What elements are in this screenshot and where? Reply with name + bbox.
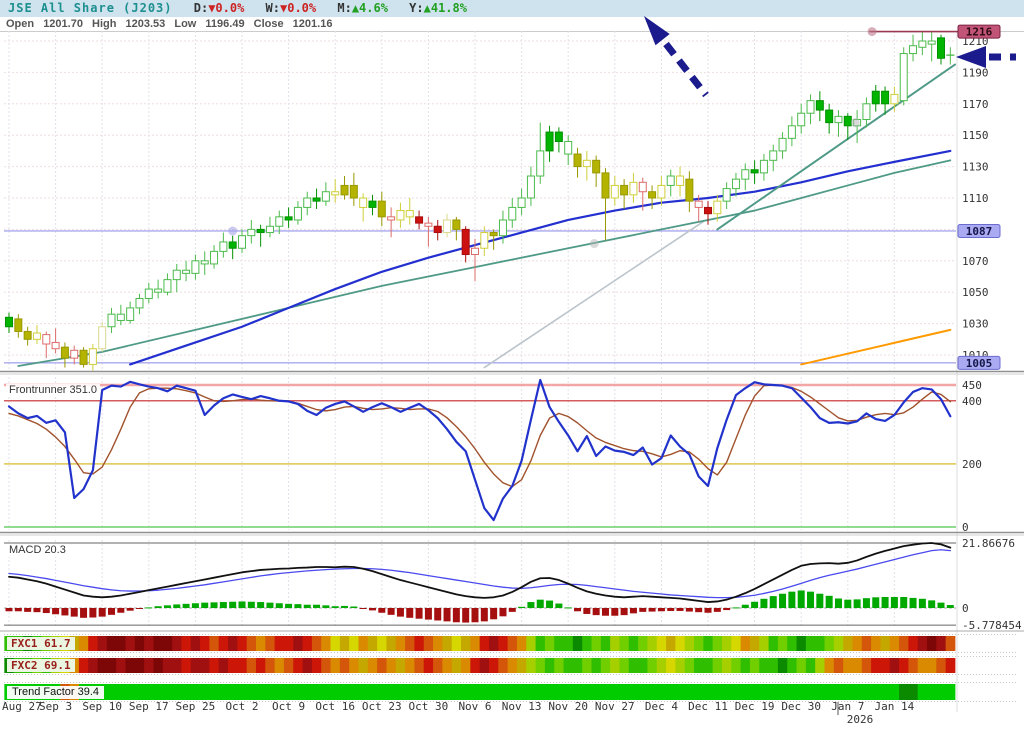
svg-text:Jan 7: Jan 7 <box>831 700 864 713</box>
low-label: Low <box>174 18 197 30</box>
close-label: Close <box>253 18 284 30</box>
svg-text:Oct 16: Oct 16 <box>315 700 355 713</box>
svg-text:1210: 1210 <box>962 35 989 48</box>
svg-text:1170: 1170 <box>962 98 989 111</box>
svg-text:Dec 4: Dec 4 <box>645 700 678 713</box>
svg-text:Nov 27: Nov 27 <box>595 700 635 713</box>
svg-text:Dec 19: Dec 19 <box>735 700 775 713</box>
trend-factor-row <box>4 682 1016 702</box>
candlestick-series <box>5 31 955 371</box>
svg-text:Oct 30: Oct 30 <box>409 700 449 713</box>
daily-change-value: ▼0.0% <box>208 1 245 15</box>
svg-text:-5.778454: -5.778454 <box>962 619 1022 632</box>
fxc2-heat-row <box>4 656 1016 675</box>
price-badge <box>957 223 1001 238</box>
ohlc-readout: Open 1201.70 High 1203.53 Low 1196.49 Cl… <box>0 17 1024 32</box>
daily-change-label: D: <box>193 1 209 15</box>
orange-line[interactable] <box>800 328 952 366</box>
svg-text:1087: 1087 <box>966 225 993 238</box>
svg-text:1130: 1130 <box>962 161 989 174</box>
macd-label: MACD 20.3 <box>6 544 69 557</box>
svg-text:Nov 13: Nov 13 <box>502 700 542 713</box>
teal-moving-average[interactable] <box>17 159 952 367</box>
svg-text:200: 200 <box>962 458 982 471</box>
svg-text:Sep 25: Sep 25 <box>176 700 216 713</box>
svg-text:Sep 17: Sep 17 <box>129 700 169 713</box>
close-value: 1201.16 <box>292 18 333 30</box>
svg-text:1090: 1090 <box>962 223 989 236</box>
svg-text:Sep 10: Sep 10 <box>82 700 122 713</box>
teal-trendline[interactable] <box>716 63 956 231</box>
high-value: 1203.53 <box>125 18 166 30</box>
svg-text:1150: 1150 <box>962 129 989 142</box>
svg-text:Oct 23: Oct 23 <box>362 700 402 713</box>
monthly-change-value: ▲4.6% <box>351 1 388 15</box>
frontrunner-panel[interactable] <box>4 377 956 530</box>
gray-trendline[interactable] <box>483 220 705 369</box>
svg-text:Oct 9: Oct 9 <box>272 700 305 713</box>
svg-text:1030: 1030 <box>962 318 989 331</box>
trendline-handle[interactable] <box>850 118 860 128</box>
frontrunner-label: Frontrunner 351.0 <box>6 384 101 397</box>
title-bar: JSE All Share (J203) D:▼0.0% W:▼0.0% M:▲… <box>0 0 1024 17</box>
fxc1-label: FXC1 61.7 <box>7 637 75 650</box>
open-value: 1201.70 <box>43 18 83 30</box>
yearly-change-label: Y: <box>409 1 424 15</box>
low-value: 1196.49 <box>205 18 245 30</box>
svg-text:Nov 20: Nov 20 <box>548 700 588 713</box>
macd-panel[interactable] <box>4 540 956 628</box>
svg-text:Nov 6: Nov 6 <box>458 700 491 713</box>
main-price-panel[interactable] <box>4 27 974 712</box>
svg-text:1005: 1005 <box>966 357 993 370</box>
symbol-title: JSE All Share (J203) <box>8 1 173 15</box>
svg-text:Sep 3: Sep 3 <box>39 700 72 713</box>
price-badge <box>957 355 1001 370</box>
svg-text:Dec 30: Dec 30 <box>781 700 821 713</box>
svg-text:1110: 1110 <box>962 192 989 205</box>
svg-text:0: 0 <box>962 521 969 534</box>
trendline-handle[interactable] <box>589 239 599 249</box>
weekly-change-value: ▼0.0% <box>280 1 317 15</box>
svg-text:0: 0 <box>962 602 969 615</box>
monthly-change-label: M: <box>337 1 352 15</box>
svg-text:1070: 1070 <box>962 255 989 268</box>
svg-text:2026: 2026 <box>847 713 874 726</box>
price-axis: 1210 1190 1170 1150 1130 1110 1090 1070 1050 1030… <box>957 24 1022 632</box>
yearly-change-value: ▲41.8% <box>423 1 467 15</box>
svg-text:1050: 1050 <box>962 286 989 299</box>
svg-text:Aug 27: Aug 27 <box>2 700 42 713</box>
svg-text:1010: 1010 <box>962 349 989 362</box>
svg-text:Dec 11: Dec 11 <box>688 700 728 713</box>
svg-text:450: 450 <box>962 379 982 392</box>
high-label: High <box>92 18 117 30</box>
trend-factor-label: Trend Factor 39.4 <box>7 686 105 699</box>
svg-text:21.86676: 21.86676 <box>962 537 1015 550</box>
open-label: Open <box>6 18 35 30</box>
svg-text:1190: 1190 <box>962 66 989 79</box>
svg-text:Oct 2: Oct 2 <box>225 700 258 713</box>
svg-text:Jan 14: Jan 14 <box>875 700 915 713</box>
weekly-change-label: W: <box>265 1 280 15</box>
left-arrow-icon <box>956 46 986 68</box>
svg-text:400: 400 <box>962 395 982 408</box>
trendline-handle[interactable] <box>228 226 238 236</box>
blue-moving-average[interactable] <box>129 149 952 366</box>
fxc2-label: FXC2 69.1 <box>7 659 75 672</box>
fxc1-heat-row <box>4 634 1016 653</box>
